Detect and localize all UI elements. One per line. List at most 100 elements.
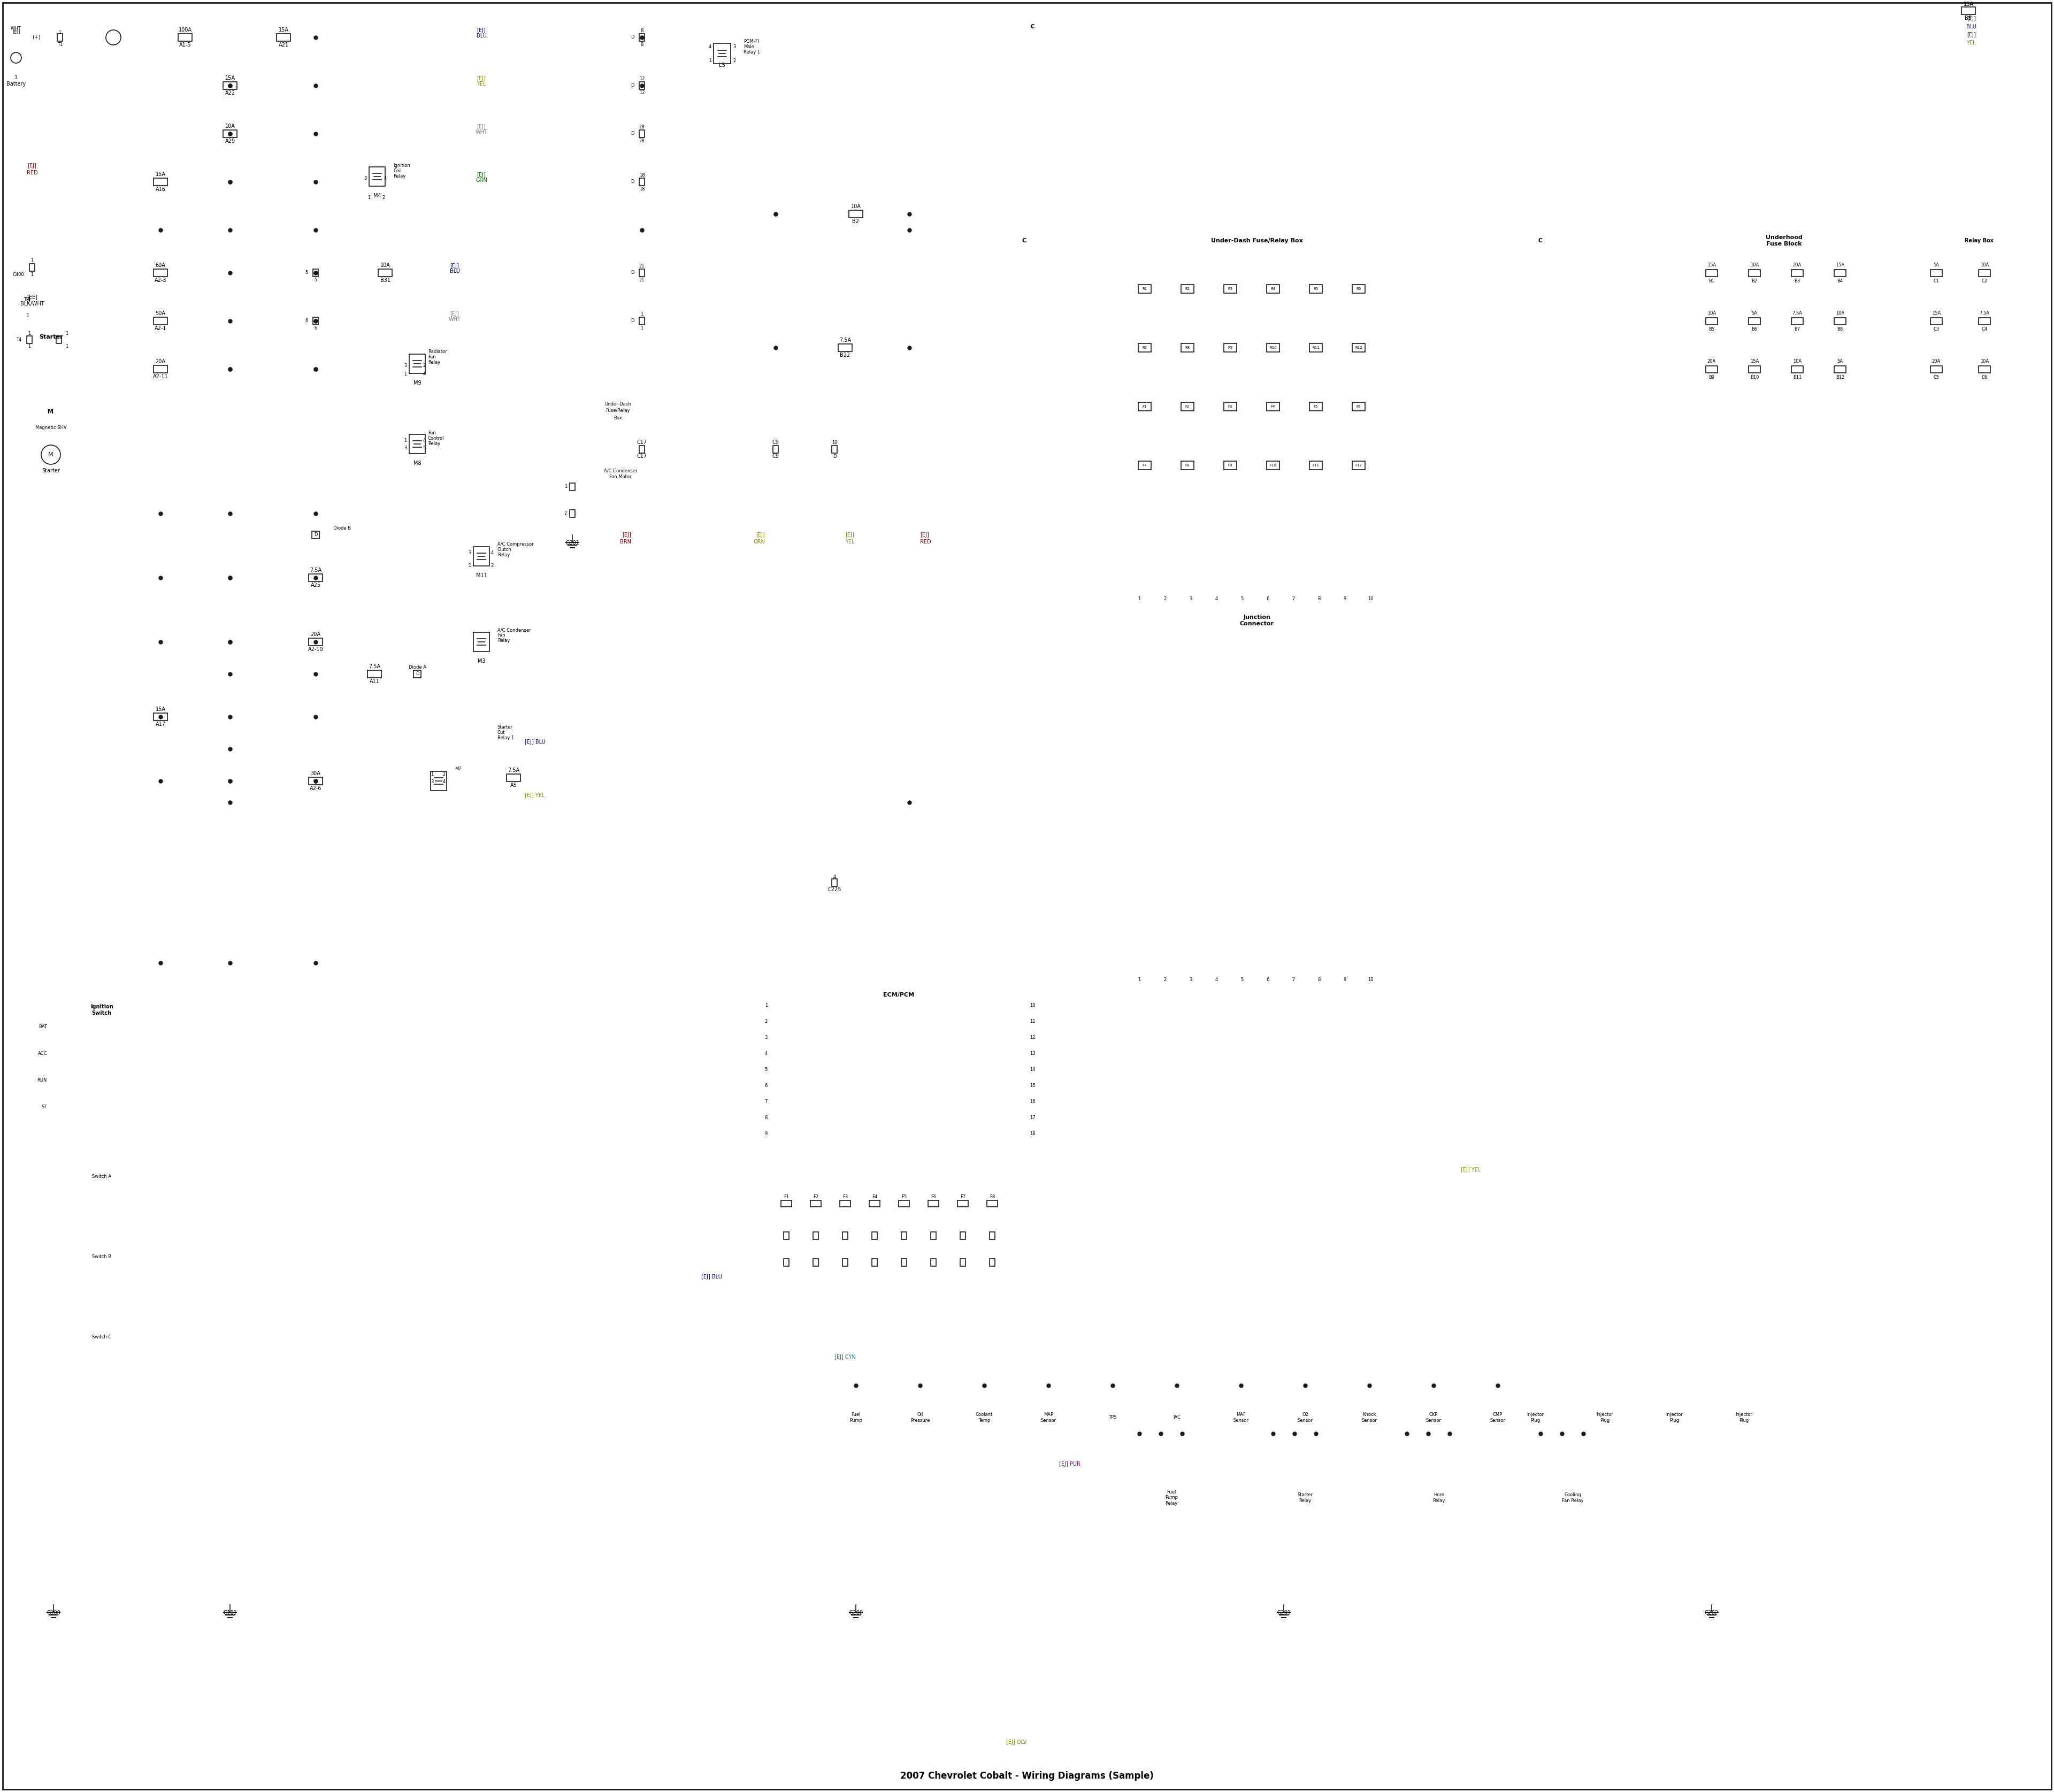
Text: 12: 12 bbox=[639, 90, 645, 95]
Bar bbox=[869, 1201, 879, 1206]
Text: D: D bbox=[631, 179, 635, 185]
Bar bbox=[1978, 366, 1990, 373]
Text: C: C bbox=[1031, 23, 1035, 29]
Bar bbox=[1479, 1401, 1516, 1434]
Text: 1: 1 bbox=[27, 314, 29, 319]
Bar bbox=[930, 1258, 937, 1267]
Text: 7.5A: 7.5A bbox=[310, 568, 322, 573]
Text: C: C bbox=[1538, 238, 1543, 244]
Text: 10A: 10A bbox=[380, 263, 390, 269]
Text: MAF
Sensor: MAF Sensor bbox=[1232, 1412, 1249, 1423]
Text: 10A: 10A bbox=[1707, 310, 1715, 315]
Bar bbox=[1454, 283, 1477, 299]
Text: 7.5A: 7.5A bbox=[840, 337, 850, 342]
Text: 100A: 100A bbox=[179, 27, 191, 32]
Text: 1: 1 bbox=[1138, 978, 1140, 982]
Bar bbox=[1748, 317, 1760, 324]
Bar bbox=[838, 344, 852, 351]
Bar bbox=[1534, 371, 1557, 387]
Text: 13: 13 bbox=[1029, 1052, 1035, 1055]
Text: R2: R2 bbox=[1185, 287, 1189, 290]
Text: Relay: Relay bbox=[497, 638, 509, 643]
Text: 20A: 20A bbox=[1793, 262, 1801, 267]
Text: A17: A17 bbox=[156, 722, 166, 728]
Text: 20A: 20A bbox=[156, 358, 166, 364]
Text: B5: B5 bbox=[1709, 326, 1715, 332]
Text: [EJ]: [EJ] bbox=[1966, 16, 1976, 22]
Bar bbox=[224, 131, 236, 138]
Text: RUN: RUN bbox=[37, 1079, 47, 1082]
Text: Injector
Plug: Injector Plug bbox=[1596, 1412, 1612, 1423]
Bar bbox=[277, 34, 290, 41]
Text: 6: 6 bbox=[1265, 978, 1269, 982]
Text: D: D bbox=[314, 532, 316, 538]
Bar bbox=[959, 1258, 965, 1267]
Bar bbox=[1495, 371, 1516, 387]
Text: Relay Box: Relay Box bbox=[1966, 238, 1994, 244]
Text: 30A: 30A bbox=[310, 771, 320, 776]
Text: Fan: Fan bbox=[427, 355, 435, 360]
Text: 1: 1 bbox=[29, 344, 31, 349]
Text: C9: C9 bbox=[772, 439, 778, 444]
Text: Diode B: Diode B bbox=[333, 527, 351, 530]
Bar bbox=[1834, 269, 1847, 276]
Text: 10A: 10A bbox=[850, 204, 861, 210]
Bar bbox=[832, 446, 838, 453]
Text: 20A: 20A bbox=[1933, 358, 1941, 364]
Text: 2007 Chevrolet Cobalt - Wiring Diagrams (Sample): 2007 Chevrolet Cobalt - Wiring Diagrams … bbox=[900, 1770, 1154, 1781]
Text: C17: C17 bbox=[637, 439, 647, 444]
Text: M: M bbox=[47, 452, 53, 457]
Text: 15A: 15A bbox=[279, 27, 288, 32]
Bar bbox=[370, 167, 386, 186]
Text: 50A: 50A bbox=[156, 310, 166, 315]
Bar bbox=[1705, 269, 1717, 276]
Text: G100: G100 bbox=[47, 1611, 60, 1615]
Text: 1: 1 bbox=[641, 326, 643, 330]
Text: Junction
Connector: Junction Connector bbox=[1241, 615, 1273, 625]
Bar bbox=[902, 1231, 906, 1240]
Text: Injector
Plug: Injector Plug bbox=[1526, 1412, 1545, 1423]
Bar bbox=[781, 989, 1017, 1150]
Bar bbox=[871, 1231, 877, 1240]
Text: 18: 18 bbox=[639, 172, 645, 177]
Text: ACC: ACC bbox=[37, 1052, 47, 1055]
Bar bbox=[472, 633, 489, 652]
Bar bbox=[848, 210, 863, 217]
Text: 7.5A: 7.5A bbox=[1793, 310, 1801, 315]
Text: Main: Main bbox=[744, 45, 754, 50]
Text: YEL: YEL bbox=[477, 81, 487, 86]
Text: 9: 9 bbox=[1343, 978, 1345, 982]
Bar bbox=[567, 466, 674, 536]
Text: 10A: 10A bbox=[1980, 358, 1988, 364]
Text: [EJ]: [EJ] bbox=[450, 312, 460, 317]
Bar bbox=[1495, 314, 1516, 330]
Text: TPS: TPS bbox=[1109, 1416, 1117, 1419]
Bar bbox=[561, 396, 674, 439]
Text: 15A: 15A bbox=[226, 75, 234, 81]
Text: 4: 4 bbox=[491, 550, 493, 556]
Bar bbox=[959, 1231, 965, 1240]
Text: R6: R6 bbox=[1356, 287, 1362, 290]
Bar bbox=[1705, 366, 1717, 373]
Bar bbox=[74, 1242, 127, 1272]
Bar bbox=[1181, 461, 1193, 470]
Text: Relay 1: Relay 1 bbox=[744, 50, 760, 56]
Text: BLU: BLU bbox=[450, 269, 460, 274]
Text: [EJ]: [EJ] bbox=[27, 163, 37, 168]
Bar bbox=[1267, 285, 1280, 294]
Text: 12: 12 bbox=[639, 77, 645, 81]
Text: D: D bbox=[415, 672, 419, 676]
Bar bbox=[1575, 254, 1596, 271]
Bar bbox=[569, 484, 575, 491]
Text: [EJ] CYN: [EJ] CYN bbox=[834, 1355, 857, 1360]
Text: G200: G200 bbox=[848, 1611, 863, 1615]
Text: C9: C9 bbox=[772, 453, 778, 459]
Text: Switch A: Switch A bbox=[92, 1174, 111, 1179]
Text: 21: 21 bbox=[639, 278, 645, 281]
Text: 5: 5 bbox=[306, 271, 308, 276]
Bar bbox=[74, 1161, 127, 1193]
Text: Horn
Relay: Horn Relay bbox=[1432, 1493, 1446, 1503]
Text: 4: 4 bbox=[384, 176, 386, 181]
Bar bbox=[154, 713, 168, 720]
Bar bbox=[639, 34, 645, 41]
